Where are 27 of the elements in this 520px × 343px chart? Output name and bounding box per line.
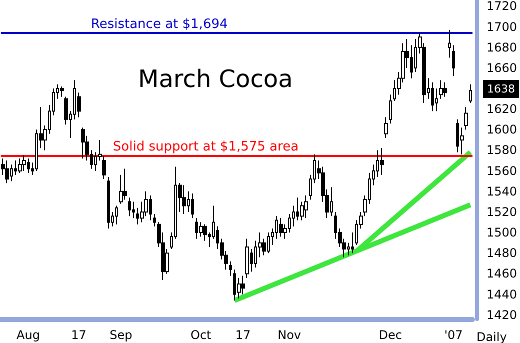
y-tick-label: 1480 xyxy=(486,246,518,260)
ref-line-label: Resistance at $1,694 xyxy=(90,16,228,32)
y-tick-label: 1680 xyxy=(486,40,518,54)
y-tick-label: 1560 xyxy=(486,164,518,178)
text: 1638 xyxy=(487,82,515,96)
x-tick-label: Oct xyxy=(190,328,212,342)
y-tick-label: 1600 xyxy=(486,122,518,137)
y-tick-label: 1660 xyxy=(486,60,518,75)
y-tick-label: 1500 xyxy=(486,226,518,240)
x-tick-label: Sep xyxy=(110,328,132,342)
y-tick-label: 1420 xyxy=(486,308,518,322)
x-tick-label: Aug xyxy=(16,328,40,342)
ref-line-label: Solid support at $1,575 area xyxy=(112,139,299,154)
y-tick-label: 1440 xyxy=(486,287,518,302)
x-tick-label: Nov xyxy=(278,328,302,342)
y-tick-label: 1700 xyxy=(486,20,518,34)
y-tick-label: 1580 xyxy=(486,143,518,158)
x-tick-label: '07 xyxy=(444,328,463,342)
x-tick-label: Dec xyxy=(378,328,402,342)
x-tick-label: 17 xyxy=(71,328,86,342)
text: March Cocoa xyxy=(138,65,293,93)
y-tick-label: 1460 xyxy=(486,266,518,281)
y-tick-label: 1540 xyxy=(486,184,518,198)
y-tick-label: 1620 xyxy=(486,102,518,116)
y-tick-label: 1720 xyxy=(486,0,518,14)
x-tick-label: 17 xyxy=(235,328,251,342)
y-tick-label: 1520 xyxy=(486,204,518,219)
